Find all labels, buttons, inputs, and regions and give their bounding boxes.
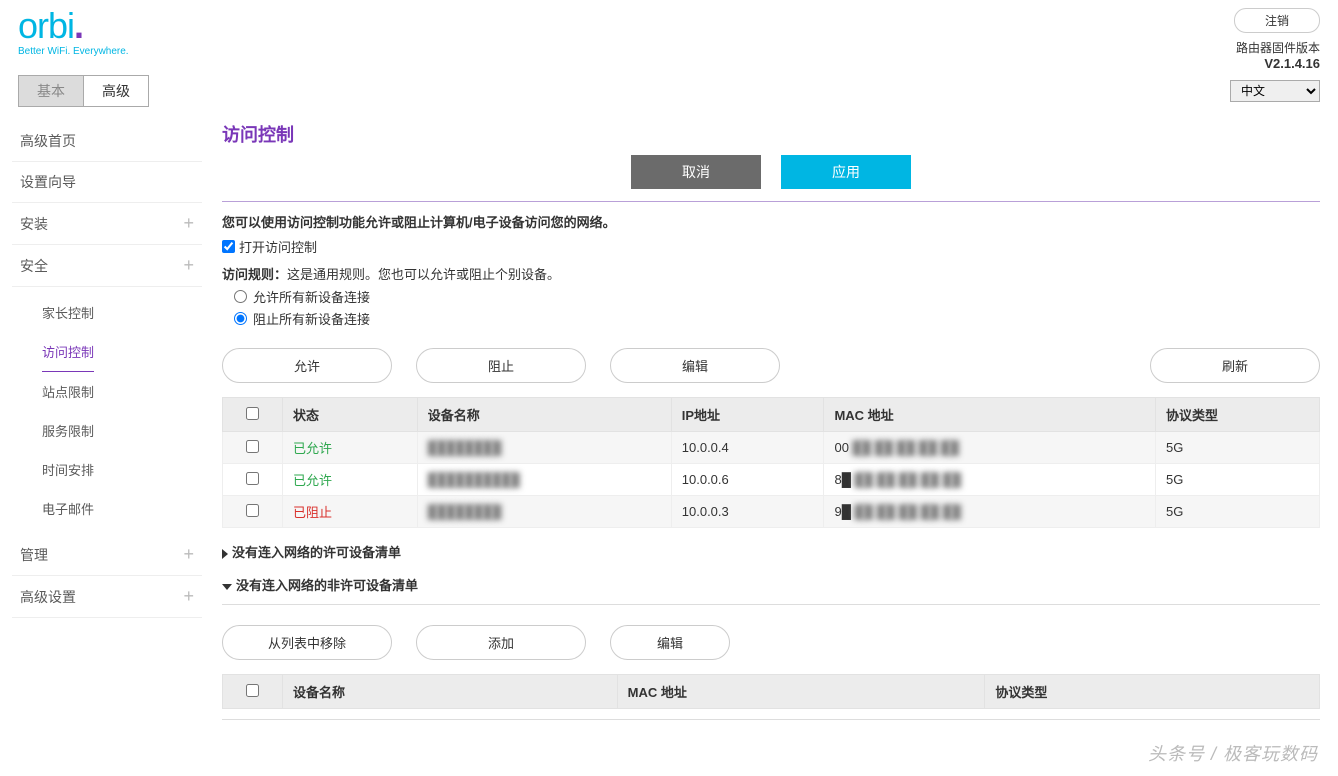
cell-name: ████████ xyxy=(417,432,671,464)
apply-button[interactable]: 应用 xyxy=(781,155,911,189)
cell-status: 已允许 xyxy=(283,432,418,464)
refresh-button[interactable]: 刷新 xyxy=(1150,348,1320,383)
cell-name: ██████████ xyxy=(417,464,671,496)
select-all-checkbox[interactable] xyxy=(246,407,259,420)
cell-ip: 10.0.0.4 xyxy=(671,432,824,464)
table-row[interactable]: 已阻止████████10.0.0.39█:██:██:██:██:██5G xyxy=(223,496,1320,528)
cell-ip: 10.0.0.3 xyxy=(671,496,824,528)
sidebar-sub-access[interactable]: 访问控制 xyxy=(42,332,94,372)
col-name: 设备名称 xyxy=(417,398,671,432)
sidebar-item-adv-home[interactable]: 高级首页 xyxy=(12,121,202,162)
cell-proto: 5G xyxy=(1155,464,1319,496)
radio-allow-new[interactable]: 允许所有新设备连接 xyxy=(234,287,1320,306)
cell-proto: 5G xyxy=(1155,432,1319,464)
row-checkbox[interactable] xyxy=(246,472,259,485)
enable-access-control[interactable]: 打开访问控制 xyxy=(222,237,1320,256)
plus-icon: + xyxy=(183,544,194,565)
watermark: 头条号 / 极客玩数码 xyxy=(0,730,1338,776)
cell-mac: 00:██:██:██:██:██ xyxy=(824,432,1156,464)
add-button[interactable]: 添加 xyxy=(416,625,586,660)
sidebar: 高级首页 设置向导 安装+ 安全+ 家长控制 访问控制 站点限制 服务限制 时间… xyxy=(12,107,202,730)
sidebar-sub-schedule[interactable]: 时间安排 xyxy=(42,450,202,489)
col-status: 状态 xyxy=(283,398,418,432)
sidebar-item-security[interactable]: 安全+ xyxy=(12,245,202,287)
language-select[interactable]: 中文 xyxy=(1230,80,1320,102)
col-ip: IP地址 xyxy=(671,398,824,432)
cancel-button[interactable]: 取消 xyxy=(631,155,761,189)
col2-proto: 协议类型 xyxy=(985,675,1320,709)
tab-basic[interactable]: 基本 xyxy=(18,75,83,107)
sidebar-sub-site[interactable]: 站点限制 xyxy=(42,372,202,411)
main-tabs: 基本 高级 xyxy=(18,75,149,107)
radio-block-input[interactable] xyxy=(234,312,247,325)
col2-name: 设备名称 xyxy=(283,675,618,709)
col-mac: MAC 地址 xyxy=(824,398,1156,432)
cell-status: 已阻止 xyxy=(283,496,418,528)
sidebar-item-manage[interactable]: 管理+ xyxy=(12,534,202,576)
description-text: 您可以使用访问控制功能允许或阻止计算机/电子设备访问您的网络。 xyxy=(222,212,1320,231)
cell-status: 已允许 xyxy=(283,464,418,496)
logo-tagline: Better WiFi. Everywhere. xyxy=(18,46,129,57)
table-row[interactable]: 已允许████████10.0.0.400:██:██:██:██:██5G xyxy=(223,432,1320,464)
radio-allow-input[interactable] xyxy=(234,290,247,303)
block-button[interactable]: 阻止 xyxy=(416,348,586,383)
collapse-allowed-offline[interactable]: 没有连入网络的许可设备清单 xyxy=(222,542,1320,561)
triangle-right-icon xyxy=(222,549,228,559)
device-table: 状态 设备名称 IP地址 MAC 地址 协议类型 已允许████████10.0… xyxy=(222,397,1320,528)
plus-icon: + xyxy=(183,586,194,607)
remove-button[interactable]: 从列表中移除 xyxy=(222,625,392,660)
table-row[interactable]: 已允许██████████10.0.0.68█:██:██:██:██:██5G xyxy=(223,464,1320,496)
sidebar-sub-email[interactable]: 电子邮件 xyxy=(42,489,202,528)
cell-ip: 10.0.0.6 xyxy=(671,464,824,496)
allow-button[interactable]: 允许 xyxy=(222,348,392,383)
firmware-version: V2.1.4.16 xyxy=(1234,56,1320,71)
sidebar-sub-parental[interactable]: 家长控制 xyxy=(42,293,202,332)
page-title: 访问控制 xyxy=(222,121,1320,147)
triangle-down-icon xyxy=(222,584,232,590)
main-content: 访问控制 取消 应用 您可以使用访问控制功能允许或阻止计算机/电子设备访问您的网… xyxy=(202,107,1326,730)
sidebar-item-adv-settings[interactable]: 高级设置+ xyxy=(12,576,202,618)
edit-button-2[interactable]: 编辑 xyxy=(610,625,730,660)
logo: orbi. Better WiFi. Everywhere. xyxy=(18,8,129,57)
blocked-device-table: 设备名称 MAC 地址 协议类型 xyxy=(222,674,1320,709)
cell-name: ████████ xyxy=(417,496,671,528)
rule-label: 访问规则：这是通用规则。您也可以允许或阻止个别设备。 xyxy=(222,264,1320,283)
collapse-blocked-offline[interactable]: 没有连入网络的非许可设备清单 xyxy=(222,575,1320,594)
cell-mac: 8█:██:██:██:██:██ xyxy=(824,464,1156,496)
cell-mac: 9█:██:██:██:██:██ xyxy=(824,496,1156,528)
cell-proto: 5G xyxy=(1155,496,1319,528)
plus-icon: + xyxy=(183,255,194,276)
sidebar-sub-service[interactable]: 服务限制 xyxy=(42,411,202,450)
sidebar-item-install[interactable]: 安装+ xyxy=(12,203,202,245)
radio-block-new[interactable]: 阻止所有新设备连接 xyxy=(234,309,1320,328)
col2-mac: MAC 地址 xyxy=(617,675,985,709)
select-all-checkbox-2[interactable] xyxy=(246,684,259,697)
enable-checkbox[interactable] xyxy=(222,240,235,253)
firmware-label: 路由器固件版本 xyxy=(1234,39,1320,56)
row-checkbox[interactable] xyxy=(246,440,259,453)
sidebar-item-setup-wizard[interactable]: 设置向导 xyxy=(12,162,202,203)
col-proto: 协议类型 xyxy=(1155,398,1319,432)
logo-text: orbi xyxy=(18,5,74,46)
edit-button[interactable]: 编辑 xyxy=(610,348,780,383)
tab-advanced[interactable]: 高级 xyxy=(83,75,149,107)
row-checkbox[interactable] xyxy=(246,504,259,517)
logout-button[interactable]: 注销 xyxy=(1234,8,1320,33)
plus-icon: + xyxy=(183,213,194,234)
